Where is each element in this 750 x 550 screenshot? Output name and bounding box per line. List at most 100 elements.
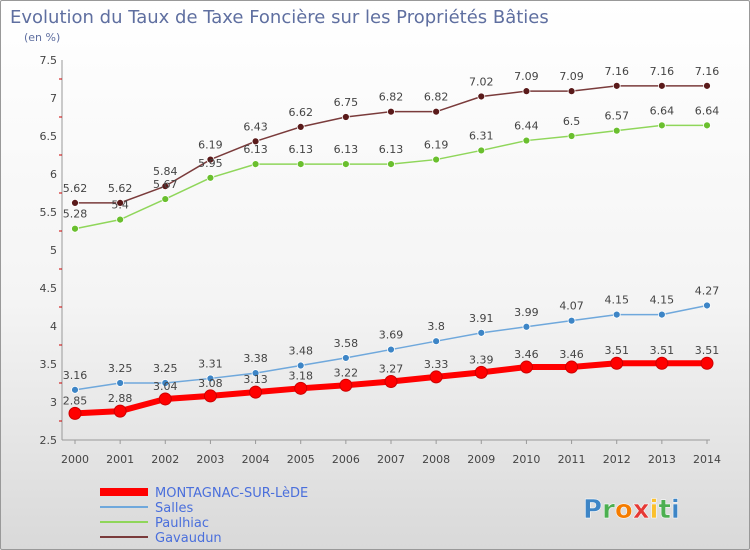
plot-area: 2.85 2.88 3.04 3.08 3.13 3.18 3.22 3.27 3.33 3.39… xyxy=(63,65,720,420)
data-point xyxy=(339,378,353,392)
data-point xyxy=(296,160,305,169)
data-point xyxy=(387,345,395,354)
x-tick-label: 2001 xyxy=(106,453,134,466)
data-point xyxy=(387,107,395,116)
data-point xyxy=(522,87,531,96)
data-label: 7.16 xyxy=(695,65,720,78)
data-label: 3.69 xyxy=(379,329,404,342)
data-label: 3.33 xyxy=(424,358,449,371)
data-point xyxy=(113,404,127,418)
data-label: 3.13 xyxy=(243,373,268,386)
data-point xyxy=(432,155,441,164)
data-point xyxy=(116,215,125,224)
y-tick-label: 6.5 xyxy=(40,130,58,143)
data-label: 6.19 xyxy=(198,139,223,152)
logo-letter-x: x xyxy=(633,495,650,525)
data-label: 4.07 xyxy=(559,300,584,313)
data-label: 7.16 xyxy=(650,65,675,78)
data-label: 6.62 xyxy=(288,106,313,119)
data-point xyxy=(432,337,441,346)
chart-subtitle: (en %) xyxy=(24,31,60,44)
data-label: 5.4 xyxy=(111,199,129,212)
data-label: 6.43 xyxy=(243,120,268,133)
y-tick-label: 4.5 xyxy=(40,282,58,295)
data-label: 5.95 xyxy=(198,157,223,170)
y-tick-label: 4 xyxy=(50,320,57,333)
data-point xyxy=(251,369,260,378)
y-tick-label: 7 xyxy=(50,92,57,105)
data-label: 3.51 xyxy=(695,344,720,357)
data-point xyxy=(703,81,711,90)
x-tick-label: 2010 xyxy=(512,453,540,466)
data-label: 6.5 xyxy=(563,115,581,128)
data-point xyxy=(341,113,350,121)
data-label: 3.22 xyxy=(334,366,359,379)
data-point xyxy=(68,406,82,420)
x-tick-label: 2008 xyxy=(422,453,450,466)
data-point xyxy=(519,360,533,374)
data-point xyxy=(703,121,711,130)
data-label: 3.38 xyxy=(243,352,268,365)
data-point xyxy=(612,81,621,90)
data-point xyxy=(567,132,576,140)
data-label: 3.27 xyxy=(379,362,404,375)
y-tick-label: 5 xyxy=(50,244,57,257)
data-point xyxy=(341,160,350,169)
data-point xyxy=(71,385,79,394)
data-label: 3.58 xyxy=(334,337,359,350)
logo-letter-i: i xyxy=(650,495,659,525)
data-label: 3.08 xyxy=(198,377,223,390)
y-tick-label: 3 xyxy=(50,396,57,409)
data-label: 3.91 xyxy=(469,312,494,325)
data-point xyxy=(251,160,260,169)
data-point xyxy=(251,137,260,146)
data-label: 3.25 xyxy=(153,362,178,375)
legend-label-0: MONTAGNAC-SUR-LèDE xyxy=(155,486,308,501)
x-tick-label: 2000 xyxy=(61,453,89,466)
data-label: 6.64 xyxy=(650,104,675,117)
data-point xyxy=(161,379,170,387)
data-label: 4.15 xyxy=(650,294,675,307)
data-label: 3.8 xyxy=(427,320,445,333)
data-point xyxy=(296,361,305,370)
x-tick-label: 2006 xyxy=(332,453,360,466)
data-label: 6.82 xyxy=(379,91,404,104)
logo-letter-t: t xyxy=(658,495,670,525)
x-tick-label: 2013 xyxy=(648,453,676,466)
legend-label-1: Salles xyxy=(155,501,193,516)
logo-letter-r: r xyxy=(602,495,615,525)
data-label: 3.16 xyxy=(63,369,88,382)
data-point xyxy=(522,136,531,145)
data-point xyxy=(565,360,579,374)
data-point xyxy=(116,379,125,387)
data-label: 5.28 xyxy=(63,208,88,221)
data-point xyxy=(655,356,669,370)
data-label: 7.09 xyxy=(559,70,584,83)
x-tick-label: 2012 xyxy=(603,453,631,466)
data-label: 2.85 xyxy=(63,394,88,407)
data-label: 6.57 xyxy=(604,110,629,123)
data-label: 3.39 xyxy=(469,353,494,366)
data-point xyxy=(522,322,531,331)
data-label: 2.88 xyxy=(108,392,133,405)
data-label: 3.04 xyxy=(153,380,178,393)
data-label: 3.18 xyxy=(288,369,313,382)
data-point xyxy=(700,356,714,370)
legend-label-3: Gavaudun xyxy=(155,531,222,546)
data-point xyxy=(657,310,666,319)
data-point xyxy=(567,87,576,96)
data-label: 5.62 xyxy=(108,182,133,195)
data-label: 6.82 xyxy=(424,91,449,104)
data-point xyxy=(477,328,486,337)
data-point xyxy=(657,81,666,90)
data-point xyxy=(71,198,79,207)
data-label: 7.16 xyxy=(604,65,629,78)
data-point xyxy=(71,224,79,233)
data-point xyxy=(249,385,263,399)
data-point xyxy=(384,374,398,388)
x-tick-label: 2003 xyxy=(196,453,224,466)
